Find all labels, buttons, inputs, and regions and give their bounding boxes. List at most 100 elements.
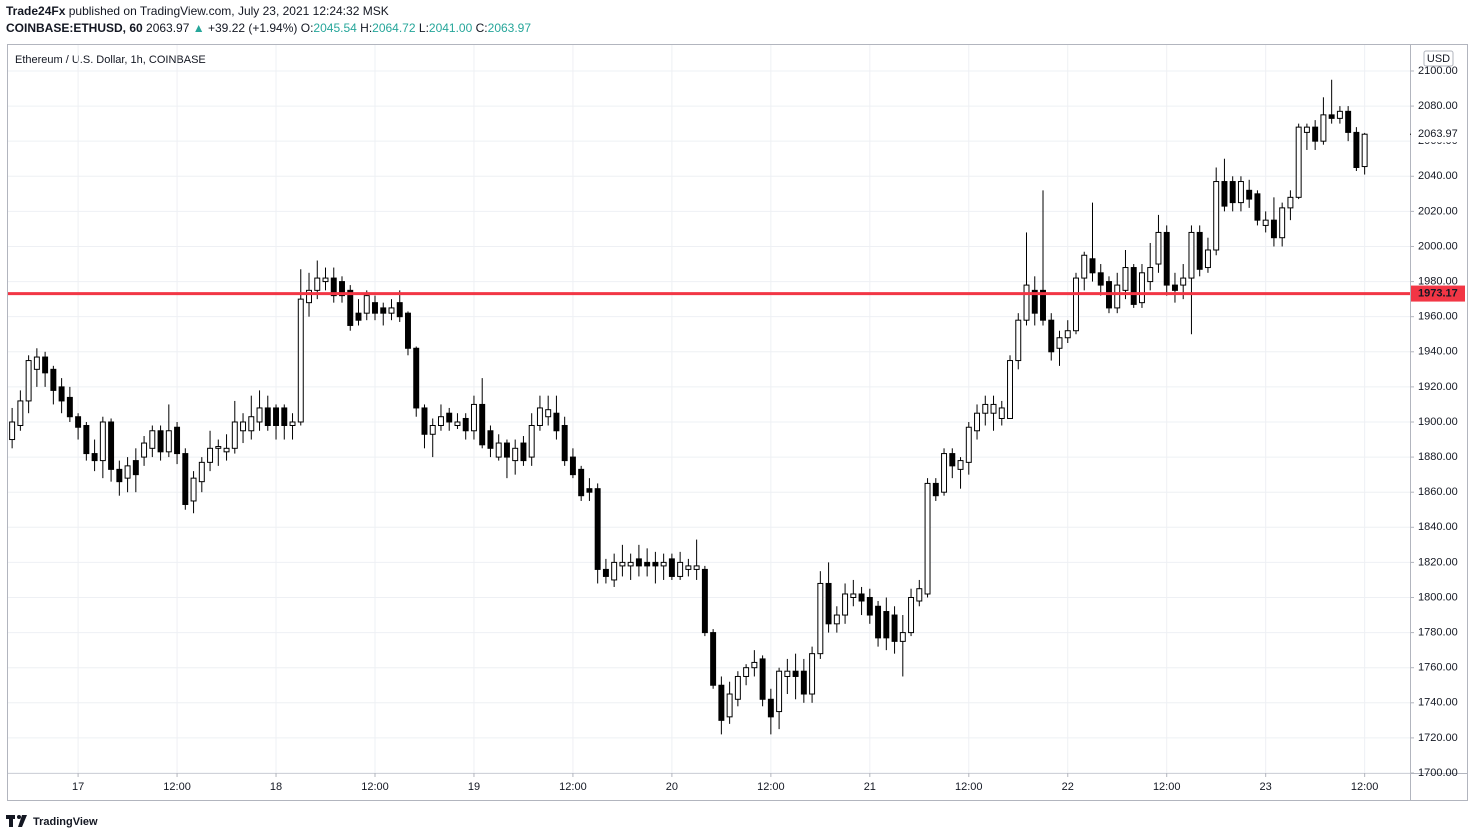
candle-body [1180, 277, 1187, 286]
candle-body [1237, 181, 1244, 204]
logo: TradingView [6, 815, 98, 828]
candle-body [941, 453, 948, 493]
candle-body [149, 430, 156, 449]
candle-body [833, 614, 840, 625]
candle-body [545, 409, 552, 418]
candle-body [1040, 289, 1046, 321]
candle-body [668, 558, 675, 577]
y-tick-label: 2000.00 [1418, 240, 1458, 252]
candle-body [635, 558, 642, 567]
last-price-bg [1411, 126, 1465, 143]
candles [9, 79, 1368, 735]
candle-body [99, 421, 106, 462]
candle-body [850, 593, 857, 598]
candle-body [858, 593, 865, 602]
y-tick-label: 1720.00 [1418, 732, 1458, 744]
candle-body [924, 482, 931, 595]
y-tick-label: 1940.00 [1418, 346, 1458, 358]
x-tick-label: 12:00 [1153, 781, 1181, 793]
y-tick-label: 2020.00 [1418, 205, 1458, 217]
currency: USD [1427, 53, 1450, 65]
candle-body [1345, 110, 1352, 133]
h: 2064.72 [372, 21, 416, 35]
candle-body [743, 667, 750, 677]
x-tick-label: 23 [1260, 781, 1272, 793]
candle-body [710, 632, 717, 686]
candle-body [792, 670, 799, 677]
candle-body [1213, 181, 1220, 251]
candle-body [91, 453, 98, 462]
candle-body [528, 424, 535, 458]
candle-body [264, 407, 271, 426]
candle-body [363, 295, 370, 314]
grid [8, 45, 1410, 774]
candle-body [108, 421, 115, 470]
candle-body [1254, 193, 1261, 221]
candle-body [627, 561, 634, 567]
x-tick-label: 19 [468, 781, 480, 793]
candle-body [619, 561, 626, 567]
candle-body [1147, 267, 1154, 283]
candle-body [42, 356, 49, 374]
candle-body [215, 446, 222, 449]
candle-body [1015, 319, 1022, 362]
candle-body [685, 565, 692, 570]
candle-body [1328, 114, 1335, 119]
candle-body [141, 442, 148, 458]
logo-mark [9, 815, 13, 827]
candle-body [949, 453, 956, 467]
candle-body [974, 412, 981, 432]
l-label: L: [419, 21, 429, 35]
candle-body [726, 693, 733, 718]
candle-body [1081, 254, 1088, 279]
candle-body [1361, 133, 1368, 168]
published: published on TradingView.com, July 23, 2… [69, 4, 389, 18]
x-tick-label: 12:00 [1351, 781, 1379, 793]
candle-body [380, 307, 387, 314]
candle-body [611, 561, 618, 581]
candle-body [718, 684, 725, 721]
l: 2041.00 [429, 21, 473, 35]
candle-body [413, 347, 420, 409]
candle-body [479, 403, 486, 446]
candle-body [330, 277, 337, 297]
candle-body [536, 407, 543, 426]
candle-body [586, 488, 593, 493]
candle-body [957, 460, 964, 470]
candle-body [1089, 258, 1096, 274]
y-tick-label: 1960.00 [1418, 311, 1458, 323]
candle-body [1031, 289, 1038, 314]
candle-body [1048, 319, 1055, 353]
y-tick-label: 2080.00 [1418, 100, 1458, 112]
candle-body [932, 482, 939, 497]
candle-body [734, 675, 741, 700]
last-price-label: 2063.97 [1418, 128, 1458, 140]
candle-body [701, 568, 708, 634]
candle-body [421, 407, 428, 435]
frame [7, 44, 1468, 801]
candle-body [561, 424, 568, 462]
candle-body [503, 442, 510, 458]
y-tick-label: 1980.00 [1418, 275, 1458, 287]
x-tick-label: 12:00 [559, 781, 587, 793]
x-tick-label: 12:00 [361, 781, 389, 793]
x-tick-label: 20 [666, 781, 678, 793]
candle-body [1138, 272, 1145, 304]
candle-body [75, 416, 82, 428]
candle-body [1312, 126, 1319, 142]
candle-body [1279, 207, 1286, 239]
candle-body [248, 416, 255, 432]
candle-body [825, 582, 832, 625]
y-tick-label: 2100.00 [1418, 65, 1458, 77]
candle-body [25, 360, 32, 402]
candle-body [132, 460, 139, 476]
candle-body [982, 403, 989, 414]
candle-body [1246, 189, 1253, 200]
candle-body [1295, 126, 1302, 198]
candle-body [594, 488, 601, 570]
x-tick-label: 17 [72, 781, 84, 793]
candle-body [347, 289, 354, 326]
candle-body [1163, 231, 1170, 286]
y-tick-label: 1920.00 [1418, 381, 1458, 393]
candle-body [1114, 284, 1121, 309]
